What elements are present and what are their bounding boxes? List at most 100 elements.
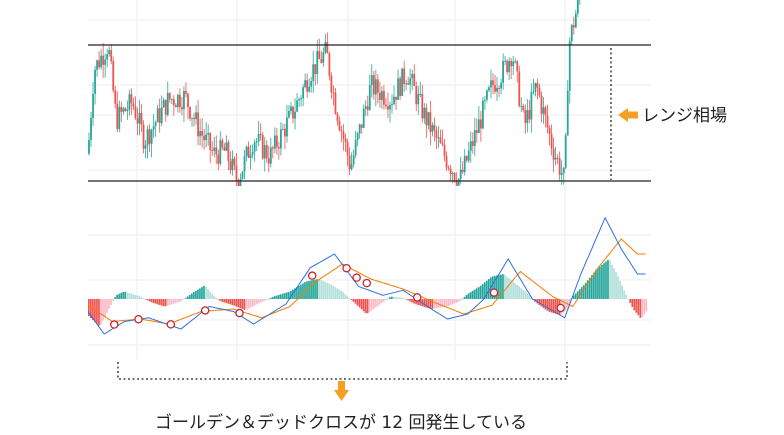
histogram-bar — [471, 290, 474, 299]
candle — [372, 70, 375, 100]
candle — [205, 122, 208, 148]
candle — [479, 110, 482, 142]
candle — [296, 92, 298, 113]
cross-marker — [307, 271, 317, 280]
histogram-bar — [257, 299, 260, 304]
histogram-bar — [112, 299, 114, 302]
candle — [308, 78, 311, 93]
candle — [463, 148, 466, 176]
histogram-bar — [132, 294, 135, 299]
candle-body — [189, 107, 191, 119]
histogram-bar — [243, 299, 246, 310]
candle — [193, 112, 195, 127]
candle-body — [518, 71, 521, 106]
candle — [393, 85, 395, 106]
cross-marker — [342, 263, 351, 273]
candle-body — [122, 108, 125, 112]
candle-body — [425, 107, 428, 126]
candle — [247, 141, 250, 159]
candle-body — [96, 60, 98, 70]
candle — [197, 100, 199, 146]
candle-body — [273, 135, 276, 149]
candle-body — [566, 90, 569, 136]
candle-body — [352, 155, 355, 165]
candle — [433, 117, 436, 142]
histogram-bar — [542, 299, 545, 308]
candle — [166, 81, 169, 117]
candle — [233, 156, 236, 171]
bottom-note: ゴールデン＆デッドクロスが 12 回発生している — [155, 412, 527, 433]
candle-body — [490, 80, 492, 88]
candle-body — [423, 107, 426, 119]
candle — [502, 53, 504, 90]
candle — [397, 69, 399, 100]
candle-body — [128, 94, 131, 110]
candle-body — [286, 117, 288, 137]
candle-body — [259, 133, 262, 135]
candle-body — [148, 129, 151, 144]
histogram-bar — [380, 299, 383, 304]
candle — [170, 98, 173, 105]
candle-body — [136, 118, 139, 124]
candle-body — [138, 112, 141, 124]
candle-body — [459, 169, 462, 180]
candle — [330, 72, 333, 100]
candle-body — [576, 0, 579, 14]
candle — [562, 167, 565, 185]
candle — [245, 145, 248, 162]
histogram-bar — [182, 299, 185, 300]
histogram-bar — [633, 299, 636, 311]
candle — [484, 95, 486, 110]
candle-body — [445, 156, 448, 168]
candle — [90, 111, 92, 147]
histogram-bar — [370, 299, 373, 311]
histogram-bar — [197, 289, 199, 299]
histogram-bar — [540, 299, 543, 307]
left-arrow-icon — [618, 108, 628, 122]
candle-body — [197, 112, 199, 137]
candle — [518, 65, 521, 108]
candle-body — [514, 61, 517, 63]
left-arrow-shaft — [627, 111, 638, 119]
candle-body — [298, 99, 300, 101]
histogram-bar — [221, 299, 224, 302]
candle — [164, 99, 167, 123]
histogram-bar — [249, 299, 252, 308]
histogram-bar — [330, 284, 333, 299]
candle-body — [381, 91, 383, 100]
candle-body — [550, 133, 553, 149]
histogram-bar — [405, 299, 407, 300]
candle — [366, 95, 369, 116]
candle — [437, 126, 440, 149]
histogram-bar — [419, 299, 421, 306]
candle-body — [201, 131, 204, 136]
histogram-bar — [334, 287, 337, 299]
candle-body — [479, 119, 482, 129]
histogram-bar — [302, 283, 304, 299]
histogram-bar — [100, 299, 102, 325]
candle — [156, 104, 159, 123]
candle — [312, 51, 315, 93]
candle — [183, 86, 185, 122]
candle — [514, 58, 517, 64]
candle-body — [292, 106, 294, 119]
candle-body — [217, 154, 220, 164]
histogram-bar — [637, 299, 640, 316]
histogram-bar — [247, 299, 250, 309]
histogram-bar — [354, 299, 357, 304]
histogram-bar — [403, 298, 405, 299]
candle — [338, 116, 341, 132]
candle-body — [265, 145, 268, 159]
histogram-bar — [382, 299, 385, 302]
candle-body — [277, 147, 280, 149]
histogram-bar — [453, 299, 456, 304]
histogram-bar — [193, 292, 195, 299]
histogram-bar — [530, 297, 533, 299]
candle — [265, 140, 268, 163]
candle — [271, 145, 274, 159]
candle-body — [320, 59, 323, 63]
histogram-bar — [92, 299, 94, 320]
candle-body — [528, 109, 531, 120]
candle — [524, 104, 527, 134]
histogram-bar — [548, 299, 551, 312]
